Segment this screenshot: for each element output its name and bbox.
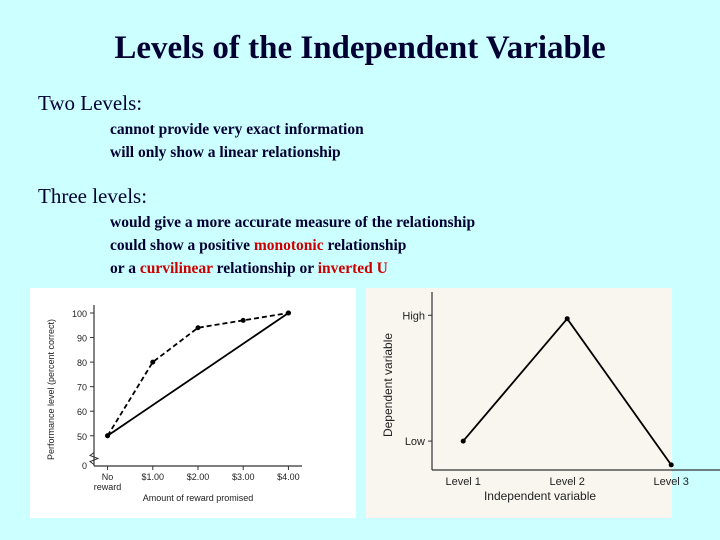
y-tick-label: High <box>402 310 425 322</box>
x-axis-label: Amount of reward promised <box>143 493 254 503</box>
bullet-line: will only show a linear relationship <box>110 144 341 161</box>
x-tick-label: Level 1 <box>445 476 480 488</box>
section-heading: Two Levels: <box>38 91 142 115</box>
text-run: relationship or <box>213 260 318 277</box>
y-tick-label: 70 <box>77 383 87 393</box>
text-run: relationship <box>324 237 407 254</box>
data-point <box>564 316 570 322</box>
bullet-line: would give a more accurate measure of th… <box>110 214 475 231</box>
y-break-label: 0 <box>82 461 87 471</box>
bullet-line: could show a positive monotonic relation… <box>110 237 406 254</box>
text-run: cannot provide very exact information <box>110 121 364 138</box>
data-point <box>150 359 156 365</box>
series-line <box>107 312 289 437</box>
x-tick-label: $4.00 <box>277 472 300 482</box>
series-line <box>106 312 289 437</box>
y-tick-label: 90 <box>77 334 87 344</box>
x-tick-label: Level 3 <box>653 476 688 488</box>
x-tick-label: $1.00 <box>142 472 165 482</box>
section-heading: Three levels: <box>38 184 147 208</box>
y-axis-label: Dependent variable <box>381 333 395 437</box>
text-run: would give a more accurate measure of th… <box>110 214 475 231</box>
text-run: monotonic <box>254 237 324 254</box>
text-run: or a <box>110 260 140 277</box>
label-word: reward <box>94 482 122 492</box>
data-point <box>668 462 674 468</box>
y-axis-label: Performance level (percent correct) <box>46 319 56 460</box>
data-point <box>105 433 111 439</box>
y-tick-label: 60 <box>77 407 87 417</box>
chart-panel <box>366 288 672 518</box>
text-run: could show a positive <box>110 237 254 254</box>
x-tick-label: No reward <box>94 472 122 492</box>
text-run: will only show a linear relationship <box>110 144 341 161</box>
x-axis-label: Independent variable <box>484 489 596 503</box>
axis-break <box>88 452 100 465</box>
data-point <box>195 325 201 331</box>
x-tick-label: $2.00 <box>187 472 210 482</box>
data-point <box>285 310 291 316</box>
data-point <box>240 317 246 323</box>
y-tick-label: 80 <box>77 358 87 368</box>
y-tick-label: Low <box>405 436 425 448</box>
slide-title: Levels of the Independent Variable <box>114 30 605 66</box>
chart-panel <box>30 288 356 518</box>
y-tick-label: 50 <box>77 432 87 442</box>
bullet-line: cannot provide very exact information <box>110 121 364 138</box>
text-run: inverted U <box>318 260 388 277</box>
text-run: curvilinear <box>140 260 213 277</box>
x-tick-label: Level 2 <box>549 476 584 488</box>
x-tick-label: $3.00 <box>232 472 255 482</box>
label-word: No <box>102 472 114 482</box>
data-point <box>460 438 466 444</box>
bullet-line: or a curvilinear relationship or inverte… <box>110 260 388 277</box>
y-tick-label: 100 <box>72 309 87 319</box>
